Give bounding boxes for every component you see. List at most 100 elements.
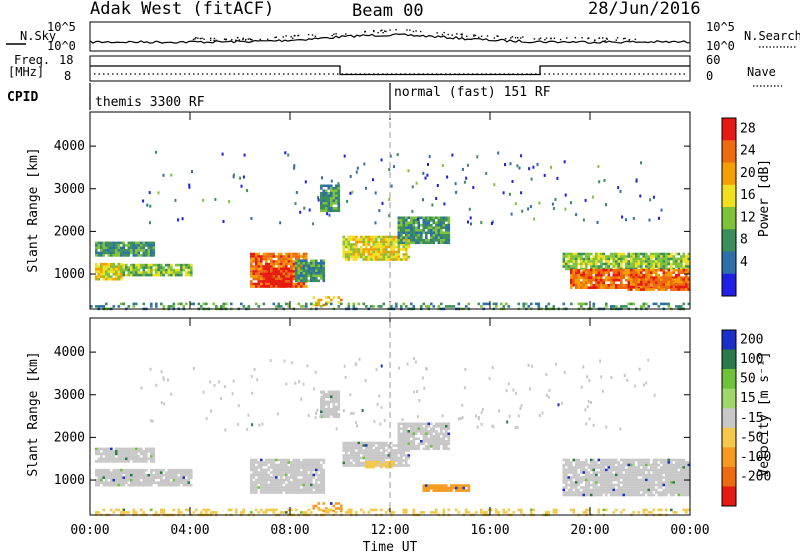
echo-cell — [147, 254, 151, 257]
echo-cell — [190, 476, 193, 479]
echo-cell — [342, 464, 346, 467]
echo-speck — [584, 198, 587, 202]
noise-point — [210, 39, 212, 41]
noise-right-tick-top: 10^5 — [706, 20, 735, 34]
echo-cell — [620, 458, 623, 462]
echo-cell — [130, 266, 133, 269]
echo-cell — [145, 263, 148, 267]
echo-cell — [282, 463, 286, 467]
echo-cell — [305, 483, 308, 487]
echo-cell — [270, 252, 273, 256]
echo-cell — [130, 244, 133, 247]
echo-cell — [200, 305, 203, 308]
echo-cell — [355, 446, 358, 450]
echo-cell — [652, 288, 656, 291]
echo-cell — [645, 458, 648, 462]
echo-cell — [667, 488, 671, 492]
echo-cell — [447, 489, 451, 492]
echo-cell — [255, 478, 258, 482]
echo-cell — [285, 282, 288, 286]
echo-cell — [567, 493, 571, 497]
echo-cell — [430, 231, 433, 235]
echo-cell — [587, 255, 591, 258]
echo-speck — [528, 167, 531, 171]
echo-cell — [582, 476, 586, 479]
echo-cell — [140, 447, 143, 451]
echo-cell — [662, 252, 666, 256]
echo-cell — [587, 257, 591, 261]
echo-cell — [325, 302, 328, 306]
echo-cell — [427, 221, 431, 225]
echo-cell — [392, 255, 396, 259]
echo-cell — [405, 464, 408, 467]
echo-speck — [490, 222, 493, 225]
echo-cell — [667, 273, 671, 277]
echo-cell — [400, 224, 403, 227]
echo-cell — [252, 463, 256, 467]
echo-cell — [425, 241, 428, 245]
echo-cell — [612, 488, 616, 492]
echo-cell — [255, 257, 258, 261]
echo-cell — [335, 184, 338, 188]
echo-cell — [625, 283, 628, 287]
echo-cell — [582, 491, 586, 494]
echo-cell — [620, 476, 623, 479]
echo-cell — [310, 466, 313, 469]
echo-cell — [632, 481, 636, 484]
echo-cell — [262, 471, 266, 474]
echo-cell — [527, 305, 531, 308]
echo-cell — [100, 270, 103, 273]
echo-cell — [667, 483, 671, 487]
echo-cell — [627, 252, 631, 256]
echo-cell — [602, 262, 606, 266]
echo-cell — [580, 265, 583, 268]
echo-cell — [600, 260, 603, 263]
echo-cell — [385, 465, 388, 469]
echo-cell — [122, 271, 126, 274]
echo-cell — [630, 271, 633, 274]
echo-cell — [120, 455, 123, 458]
echo-cell — [605, 463, 608, 467]
echo-cell — [582, 276, 586, 279]
echo-cell — [577, 286, 581, 289]
echo-cell — [427, 425, 431, 428]
echo-cell — [655, 281, 658, 284]
echo-cell — [257, 282, 261, 286]
echo-cell — [385, 250, 388, 254]
echo-cell — [647, 471, 651, 474]
echo-cell — [260, 272, 263, 276]
echo-cell — [595, 255, 598, 258]
echo-cell — [337, 403, 341, 406]
echo-cell — [352, 235, 356, 239]
echo-cell — [445, 224, 448, 227]
echo-cell — [602, 252, 606, 256]
echo-cell — [617, 252, 621, 256]
echo-cell — [325, 204, 328, 208]
echo-cell — [255, 481, 258, 484]
echo-cell — [397, 241, 401, 245]
echo-cell — [365, 446, 368, 450]
echo-cell — [135, 457, 138, 461]
echo-cell — [320, 204, 323, 208]
noise-point — [473, 34, 475, 36]
echo-cell — [645, 276, 648, 279]
echo-cell — [345, 454, 348, 457]
echo-cell — [262, 473, 266, 477]
echo-cell — [385, 444, 388, 447]
echo-cell — [677, 483, 681, 487]
echo-cell — [407, 241, 411, 245]
echo-cell — [687, 252, 691, 256]
echo-cell — [320, 194, 323, 198]
echo-cell — [300, 461, 303, 464]
echo-cell — [302, 257, 306, 261]
echo-cell — [115, 272, 118, 276]
echo-cell — [422, 224, 426, 227]
echo-cell — [285, 280, 288, 283]
echo-cell — [330, 502, 333, 505]
echo-cell — [350, 248, 353, 251]
echo-cell — [140, 241, 143, 245]
noise-point — [497, 35, 499, 37]
echo-cell — [622, 260, 626, 263]
echo-cell — [257, 481, 261, 484]
echo-cell — [385, 238, 388, 241]
